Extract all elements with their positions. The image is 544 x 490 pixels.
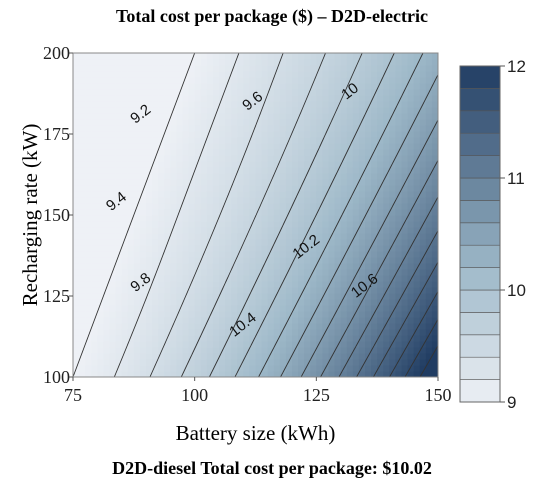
- contour-label: 10: [338, 80, 362, 104]
- colorbar-band: [459, 312, 501, 336]
- x-tick-label: 75: [64, 385, 82, 405]
- contour-line-11: [338, 196, 438, 377]
- colorbar-band: [459, 289, 501, 313]
- colorbar-band: [459, 88, 501, 112]
- footer-note: D2D-diesel Total cost per package: $10.0…: [112, 458, 432, 478]
- contour-lines: [73, 53, 438, 377]
- chart-title: Total cost per package ($) – D2D-electri…: [116, 6, 428, 26]
- colorbar-tick-label: 11: [507, 169, 525, 188]
- y-tick-label: 100: [43, 367, 70, 387]
- contour-line-9-2: [113, 53, 240, 377]
- colorbar-band: [459, 244, 501, 268]
- contour-line-10-2: [258, 53, 424, 377]
- x-axis-label: Battery size (kWh): [176, 421, 336, 445]
- x-tick-label: 125: [303, 385, 330, 405]
- y-tick-label: 150: [43, 205, 70, 225]
- colorbar-band: [459, 334, 501, 358]
- x-tick-label: 150: [425, 385, 452, 405]
- colorbar-band: [459, 177, 501, 201]
- colorbar-tick-label: 9: [507, 393, 516, 412]
- colorbar-band: [459, 267, 501, 291]
- contour-line-11-6: [389, 291, 438, 377]
- contour-line-9-4: [149, 53, 284, 377]
- colorbar-band: [459, 200, 501, 224]
- colorbar: 9 10 11 12: [459, 57, 526, 412]
- contour-line-10-4: [280, 74, 438, 377]
- colorbar-frame: [459, 65, 501, 403]
- contour-line-10-8: [320, 160, 438, 377]
- contour-line-11-8: [404, 319, 438, 377]
- colorbar-band: [459, 379, 501, 403]
- contour-fill: [73, 53, 438, 377]
- contour-line-9: [73, 53, 196, 377]
- colorbar-band: [459, 356, 501, 380]
- colorbar-band: [459, 132, 501, 156]
- contour-line-9-6: [180, 53, 326, 377]
- contour-line-12: [419, 345, 438, 377]
- y-tick-label: 200: [43, 43, 70, 63]
- y-tick-label: 125: [43, 286, 70, 306]
- y-tick-label: 175: [43, 124, 70, 144]
- colorbar-band: [459, 155, 501, 179]
- colorbar-tick-label: 12: [507, 57, 526, 76]
- colorbar-band: [459, 222, 501, 246]
- x-tick-label: 100: [181, 385, 208, 405]
- colorbar-band: [459, 65, 501, 89]
- contour-line-11-4: [372, 261, 438, 377]
- y-axis-label: Recharging rate (kW): [18, 124, 42, 307]
- colorbar-band: [459, 110, 501, 134]
- contour-line-11-2: [356, 230, 438, 377]
- colorbar-tick-label: 10: [507, 281, 526, 300]
- contour-line-10: [234, 53, 395, 377]
